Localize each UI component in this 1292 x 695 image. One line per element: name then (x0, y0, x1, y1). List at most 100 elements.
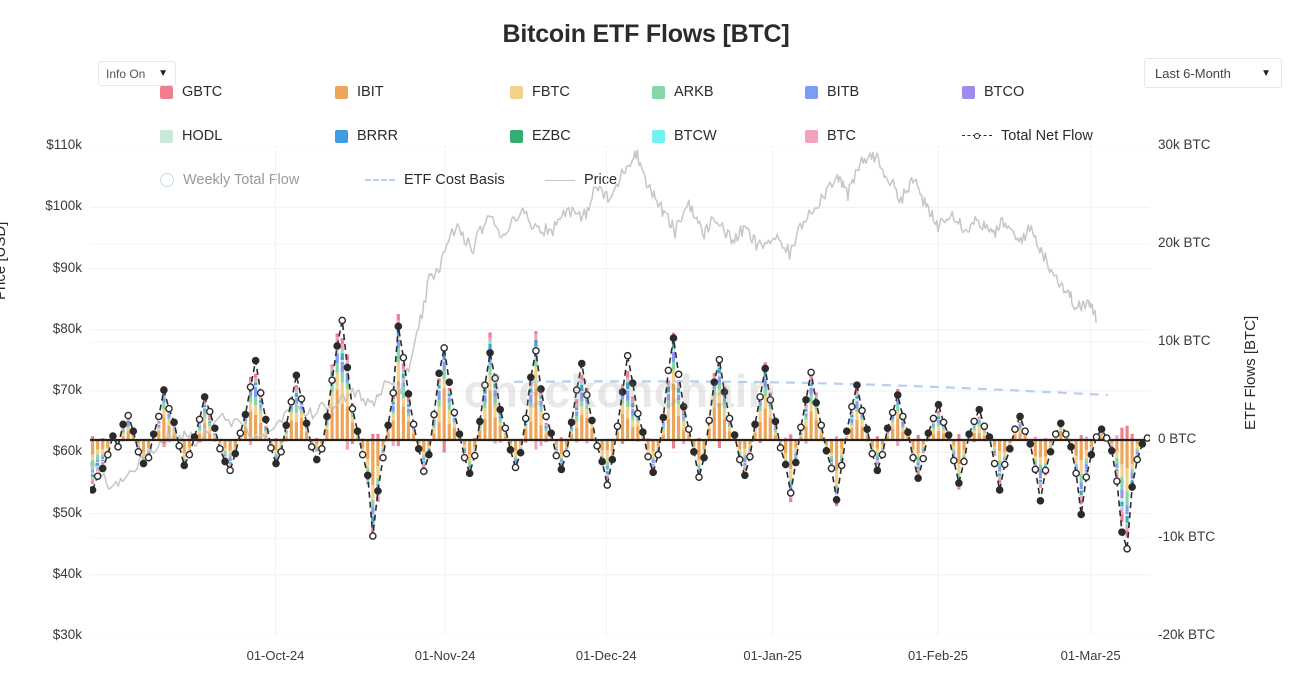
y-axis-right-tick: 30k BTC (1158, 137, 1211, 152)
flow-bar (605, 440, 609, 479)
flow-bar (223, 440, 227, 459)
legend-item-hodl[interactable]: HODL (160, 128, 222, 144)
flow-bar (544, 422, 548, 443)
y-axis-left-tick: $70k (52, 382, 82, 397)
legend-item-btc[interactable]: BTC (805, 128, 856, 144)
y-axis-left-tick: $90k (52, 259, 82, 275)
swatch-icon (652, 129, 665, 143)
flow-bar (631, 396, 635, 440)
flow-bar (1099, 433, 1104, 440)
legend-label: BTCW (674, 128, 717, 144)
flow-bar (977, 416, 981, 440)
flow-bar (294, 385, 298, 440)
page-title: Bitcoin ETF Flows [BTC] (502, 20, 790, 48)
solid-line-icon (545, 179, 575, 181)
flow-bar (381, 440, 385, 454)
swatch-icon (335, 129, 348, 143)
legend-label: Price (584, 172, 618, 188)
legend-item-etf-cost-basis[interactable]: ETF Cost Basis (365, 172, 505, 188)
flow-bar (850, 411, 854, 440)
flow-bar (447, 388, 451, 440)
legend-item-bitb[interactable]: BITB (805, 84, 859, 100)
flow-bar (401, 363, 406, 440)
swatch-icon (335, 85, 348, 99)
flow-bar (870, 440, 874, 450)
swatch-icon (510, 85, 523, 99)
flow-bar (855, 388, 859, 440)
legend-item-brrr[interactable]: BRRR (335, 128, 398, 144)
info-toggle-dropdown[interactable]: Info On ▼ (98, 61, 176, 86)
legend-label: GBTC (182, 84, 223, 100)
flow-bar (1130, 433, 1134, 491)
legend-label: BTC (827, 128, 856, 144)
flow-bar (1125, 425, 1129, 537)
x-axis-tick: 01-Jan-25 (743, 648, 802, 663)
legend-row: HODL BRRR EZBC BTCW BTC Total Net Flow (90, 106, 1230, 144)
flow-bar (254, 373, 258, 440)
flow-bar (299, 397, 304, 440)
legend-item-total-net-flow[interactable]: Total Net Flow (962, 128, 1093, 144)
dashed-line-icon (365, 179, 395, 181)
flow-bar (126, 418, 130, 440)
y-axis-left-tick: $110k (46, 137, 82, 152)
flow-bar (834, 436, 839, 507)
legend-item-gbtc[interactable]: GBTC (160, 84, 222, 100)
flow-bar (208, 415, 212, 440)
flow-bar (452, 412, 456, 440)
swatch-icon (805, 85, 818, 99)
flow-bar (1018, 421, 1022, 440)
flow-bar (391, 396, 395, 446)
flow-bar (666, 380, 671, 440)
legend-row: Weekly Total Flow ETF Cost Basis Price (90, 128, 1230, 188)
flow-bar (1038, 440, 1043, 488)
flow-bar (406, 397, 411, 440)
x-axis-tick: 01-Mar-25 (1060, 648, 1121, 663)
legend-row: GBTC IBIT FBTC ARKB BITB BTCO (90, 84, 1230, 106)
flow-bar (936, 410, 941, 440)
legend-item-ezbc[interactable]: EZBC (510, 128, 571, 144)
flow-bar (228, 440, 232, 467)
chart-canvas (90, 146, 1150, 636)
flow-bar (1079, 435, 1083, 505)
chevron-down-icon: ▼ (1261, 67, 1271, 79)
y-axis-right-tick: -20k BTC (1158, 627, 1216, 642)
legend-item-arkb[interactable]: ARKB (652, 84, 714, 100)
legend-label: Total Net Flow (1001, 128, 1093, 144)
y-axis-right-tick: 20k BTC (1158, 235, 1211, 250)
flow-bar (396, 313, 400, 447)
legend-item-btco[interactable]: BTCO (962, 84, 1024, 100)
y-axis-right-title: ETF Flows [BTC] (1242, 315, 1259, 430)
legend-label: EZBC (532, 128, 571, 144)
flow-bar (437, 378, 441, 440)
legend-label: BTCO (984, 84, 1025, 100)
dashed-marker-line-icon (962, 131, 992, 141)
flow-bar (101, 438, 105, 465)
chevron-down-icon: ▼ (158, 68, 168, 79)
legend-item-btcw[interactable]: BTCW (652, 128, 717, 144)
swatch-icon (652, 85, 665, 99)
flow-bar (462, 440, 467, 454)
flow-bar (371, 433, 375, 533)
y-axis-left-tick: $50k (52, 504, 82, 520)
flow-bar (96, 440, 100, 472)
time-range-dropdown[interactable]: Last 6-Month ▼ (1144, 58, 1282, 88)
x-axis-tick: 01-Oct-24 (246, 648, 305, 663)
legend-label: FBTC (532, 84, 570, 100)
flow-bar (717, 356, 721, 449)
flow-bar (916, 434, 920, 475)
flow-bar (157, 421, 161, 440)
chart-plot-area: checkonchain $30k $40k $50k $60k $70k $80k $90… (45, 137, 1215, 663)
legend-item-fbtc[interactable]: FBTC (510, 84, 570, 100)
legend-item-ibit[interactable]: IBIT (335, 84, 384, 100)
flow-bar (442, 344, 446, 453)
legend-item-price[interactable]: Price (545, 172, 617, 188)
legend-item-weekly-total-flow[interactable]: Weekly Total Flow (160, 172, 299, 188)
flow-bar (580, 374, 584, 440)
flow-bar (763, 362, 767, 440)
flow-bar (218, 440, 222, 446)
flow-bar (488, 332, 492, 440)
flow-bar (340, 338, 344, 440)
flow-bar (773, 425, 778, 440)
x-axis-tick: 01-Feb-25 (908, 648, 968, 663)
flow-bar (743, 440, 747, 471)
